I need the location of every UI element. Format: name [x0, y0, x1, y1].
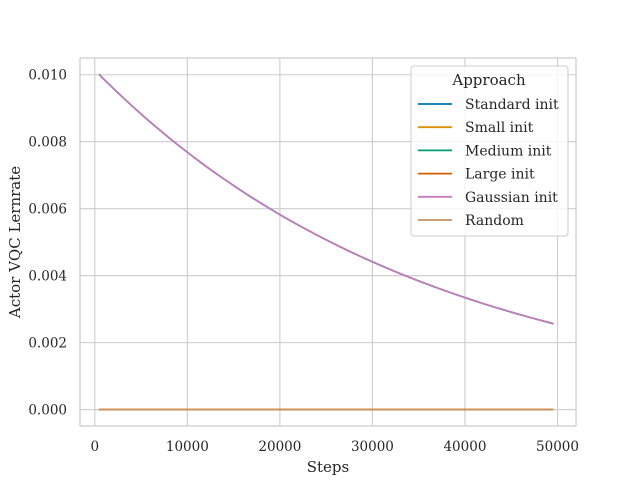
series-lines — [98, 73, 554, 411]
x-tick-label: 30000 — [351, 439, 394, 455]
legend-items: Standard init Small init Medium init Large … — [418, 97, 559, 229]
x-tick-label: 40000 — [443, 439, 486, 455]
y-tick-label: 0.002 — [28, 336, 67, 352]
legend-box — [410, 65, 569, 237]
legend-label-small-init: Small init — [465, 120, 534, 136]
legend-title: Approach — [451, 71, 526, 89]
plot-frame — [79, 57, 577, 427]
x-tick-label: 10000 — [166, 439, 209, 455]
y-axis-label: Actor VQC Lernrate — [6, 166, 24, 319]
x-axis-ticks: 0 10000 20000 30000 40000 50000 — [91, 439, 579, 455]
x-tick-label: 20000 — [258, 439, 301, 455]
x-axis-label: Steps — [307, 458, 349, 476]
legend: Approach Standard init Small init Medium i… — [410, 65, 569, 237]
legend-label-medium-init: Medium init — [465, 143, 552, 159]
x-tick-label: 0 — [91, 439, 100, 455]
y-tick-label: 0.006 — [28, 202, 67, 218]
legend-label-large-init: Large init — [465, 167, 535, 183]
y-tick-label: 0.008 — [28, 135, 67, 151]
legend-label-gaussian-init: Gaussian init — [465, 190, 558, 206]
series-line-gaussian-init — [98, 73, 554, 325]
y-axis-ticks: 0.000 0.002 0.004 0.006 0.008 0.010 — [28, 68, 67, 419]
y-tick-label: 0.004 — [28, 269, 67, 285]
legend-label-standard-init: Standard init — [465, 97, 559, 113]
legend-label-random: Random — [465, 213, 524, 229]
y-tick-label: 0.000 — [28, 403, 67, 419]
y-tick-label: 0.010 — [28, 68, 67, 84]
x-tick-label: 50000 — [536, 439, 579, 455]
